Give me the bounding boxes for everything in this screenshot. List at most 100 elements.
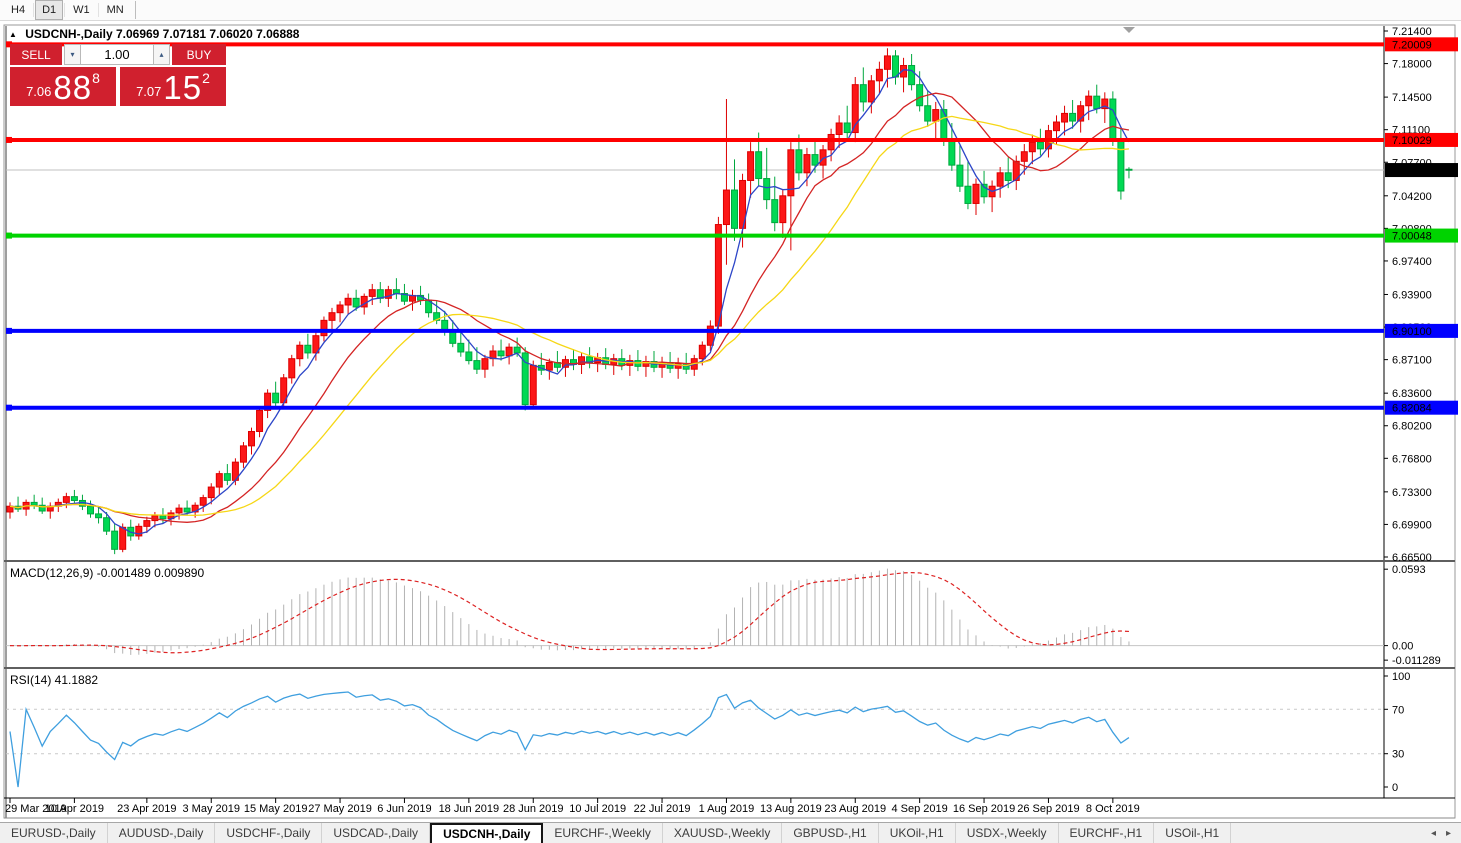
svg-text:29 Mar 2019: 29 Mar 2019 — [5, 803, 67, 815]
macd-indicator-label: MACD(12,26,9) -0.001489 0.009890 — [10, 566, 205, 580]
chart-tab[interactable]: EURUSD-,Daily — [0, 823, 108, 843]
window-frame — [3, 24, 1456, 819]
timeframe-button-W1[interactable]: W1 — [73, 4, 90, 16]
svg-text:18 Jun 2019: 18 Jun 2019 — [439, 803, 500, 815]
svg-text:0.00: 0.00 — [1392, 641, 1413, 653]
svg-text:3 May 2019: 3 May 2019 — [183, 803, 240, 815]
svg-text:6.90100: 6.90100 — [1392, 326, 1432, 338]
svg-text:10 Jul 2019: 10 Jul 2019 — [569, 803, 626, 815]
svg-text:8 Oct 2019: 8 Oct 2019 — [1086, 803, 1140, 815]
svg-text:6.87100: 6.87100 — [1392, 355, 1432, 367]
chart-tab[interactable]: USDX-,Weekly — [956, 823, 1059, 843]
buy-button[interactable]: BUY — [172, 44, 226, 65]
chart-tab[interactable]: XAUUSD-,Weekly — [663, 823, 783, 843]
svg-text:7.21400: 7.21400 — [1392, 26, 1432, 38]
chart-tab[interactable]: UKOil-,H1 — [879, 823, 956, 843]
svg-text:23 Aug 2019: 23 Aug 2019 — [824, 803, 886, 815]
toolbar-separator — [33, 3, 35, 17]
horizontal-lines — [6, 41, 1384, 411]
svg-text:0: 0 — [1392, 782, 1398, 794]
svg-text:30: 30 — [1392, 749, 1404, 761]
svg-text:6.93900: 6.93900 — [1392, 289, 1432, 301]
svg-text:22 Jul 2019: 22 Jul 2019 — [634, 803, 691, 815]
svg-text:26 Sep 2019: 26 Sep 2019 — [1017, 803, 1079, 815]
svg-text:13 Aug 2019: 13 Aug 2019 — [760, 803, 822, 815]
svg-text:23 Apr 2019: 23 Apr 2019 — [117, 803, 176, 815]
rsi-indicator-label: RSI(14) 41.1882 — [10, 673, 99, 687]
svg-text:6.73300: 6.73300 — [1392, 487, 1432, 499]
svg-text:7.04200: 7.04200 — [1392, 191, 1432, 203]
price-axis: 7.214007.180007.145007.111007.077007.042… — [1384, 26, 1458, 564]
svg-text:10 Apr 2019: 10 Apr 2019 — [45, 803, 104, 815]
tab-scroll-right-icon[interactable]: ▸ — [1445, 827, 1451, 839]
svg-text:7.10029: 7.10029 — [1392, 135, 1432, 147]
toolbar-separator — [64, 3, 66, 17]
toolbar-group-separator — [134, 1, 136, 19]
buy-price-sup: 2 — [202, 70, 210, 86]
svg-text:-0.011289: -0.011289 — [1392, 655, 1441, 667]
sell-button[interactable]: SELL — [10, 44, 62, 65]
chart-tab[interactable]: EURCHF-,H1 — [1059, 823, 1155, 843]
svg-text:7.11100: 7.11100 — [1392, 125, 1430, 137]
svg-text:7.14500: 7.14500 — [1392, 92, 1432, 104]
svg-text:6.69900: 6.69900 — [1392, 519, 1432, 531]
volume-input[interactable] — [81, 44, 153, 65]
timeframe-toolbar: H4 D1 W1 MN — [0, 0, 1461, 21]
volume-decrease-button[interactable]: ▾ — [64, 44, 81, 65]
collapse-icon[interactable]: ▲ — [9, 30, 17, 39]
chart-shift-marker-icon — [1123, 27, 1135, 33]
buy-price-big: 15 — [163, 69, 203, 106]
chart-tab[interactable]: USDCHF-,Daily — [215, 823, 323, 843]
svg-text:16 Sep 2019: 16 Sep 2019 — [953, 803, 1015, 815]
chart-tab[interactable]: EURCHF-,Weekly — [543, 823, 663, 843]
svg-text:7.18000: 7.18000 — [1392, 59, 1432, 71]
svg-text:6.83600: 6.83600 — [1392, 388, 1432, 400]
toolbar-separator — [97, 3, 99, 17]
svg-text:7.00048: 7.00048 — [1392, 231, 1432, 243]
symbol-tabbar: EURUSD-,Daily AUDUSD-,Daily USDCHF-,Daily U… — [0, 822, 1461, 843]
chart-symbol-label: USDCNH-,Daily — [25, 27, 113, 41]
svg-text:6.76800: 6.76800 — [1392, 453, 1432, 465]
svg-text:100: 100 — [1392, 671, 1410, 683]
sell-price-sup: 8 — [92, 70, 100, 86]
moving-averages — [9, 69, 1130, 535]
svg-text:6.66500: 6.66500 — [1392, 552, 1432, 564]
timeframe-button-H4[interactable]: H4 — [11, 4, 26, 16]
candles — [6, 48, 1133, 555]
tab-scroll-arrows: ◂ ▸ — [1421, 823, 1461, 843]
chart-tab[interactable]: AUDUSD-,Daily — [108, 823, 216, 843]
buy-price-button[interactable]: 7.07 15 2 — [120, 67, 226, 106]
sell-price-button[interactable]: 7.06 88 8 — [10, 67, 116, 106]
timeframe-button-MN[interactable]: MN — [106, 4, 124, 16]
chart-ohlc-values: 7.06969 7.07181 7.06020 7.06888 — [115, 27, 300, 41]
chart-tab[interactable]: USDCNH-,Daily — [430, 823, 544, 843]
chart-tab[interactable]: USDCAD-,Daily — [322, 823, 431, 843]
buy-price-prefix: 7.07 — [136, 84, 162, 99]
chart-canvas[interactable]: 7.21400 7.18000 7.14500 7.11100 7.07 70 0 7.042… — [0, 21, 1461, 822]
one-click-trade-panel: SELL ▾ ▴ BUY 7.06 88 8 7.07 15 2 — [10, 44, 226, 106]
svg-text:70: 70 — [1392, 704, 1404, 716]
svg-text:6 Jun 2019: 6 Jun 2019 — [377, 803, 431, 815]
chart-title: ▲ USDCNH-,Daily 7.06969 7.07181 7.06020 … — [9, 27, 299, 41]
svg-text:0.0593: 0.0593 — [1392, 564, 1426, 576]
svg-text:6.97400: 6.97400 — [1392, 256, 1432, 268]
svg-text:7.06888: 7.06888 — [1392, 165, 1432, 177]
svg-text:6.82084: 6.82084 — [1392, 403, 1432, 415]
svg-text:4 Sep 2019: 4 Sep 2019 — [892, 803, 948, 815]
svg-text:28 Jun 2019: 28 Jun 2019 — [503, 803, 564, 815]
rsi-pane: 100 70 30 0 — [6, 671, 1410, 794]
timeframe-button-D1[interactable]: D1 — [35, 0, 64, 20]
svg-text:15 May 2019: 15 May 2019 — [244, 803, 308, 815]
svg-text:1 Aug 2019: 1 Aug 2019 — [699, 803, 755, 815]
tab-scroll-left-icon[interactable]: ◂ — [1430, 827, 1436, 839]
chart-window: 7.21400 7.18000 7.14500 7.11100 7.07 70 0 7.042… — [0, 21, 1461, 843]
macd-pane: 0.0593 0.00 -0.011289 — [6, 564, 1441, 667]
volume-increase-button[interactable]: ▴ — [153, 44, 170, 65]
sell-price-big: 88 — [53, 69, 93, 106]
chart-tab[interactable]: GBPUSD-,H1 — [782, 823, 879, 843]
chart-tab[interactable]: USOil-,H1 — [1154, 823, 1232, 843]
sell-price-prefix: 7.06 — [26, 84, 52, 99]
svg-text:6.80200: 6.80200 — [1392, 421, 1432, 433]
svg-text:27 May 2019: 27 May 2019 — [308, 803, 372, 815]
